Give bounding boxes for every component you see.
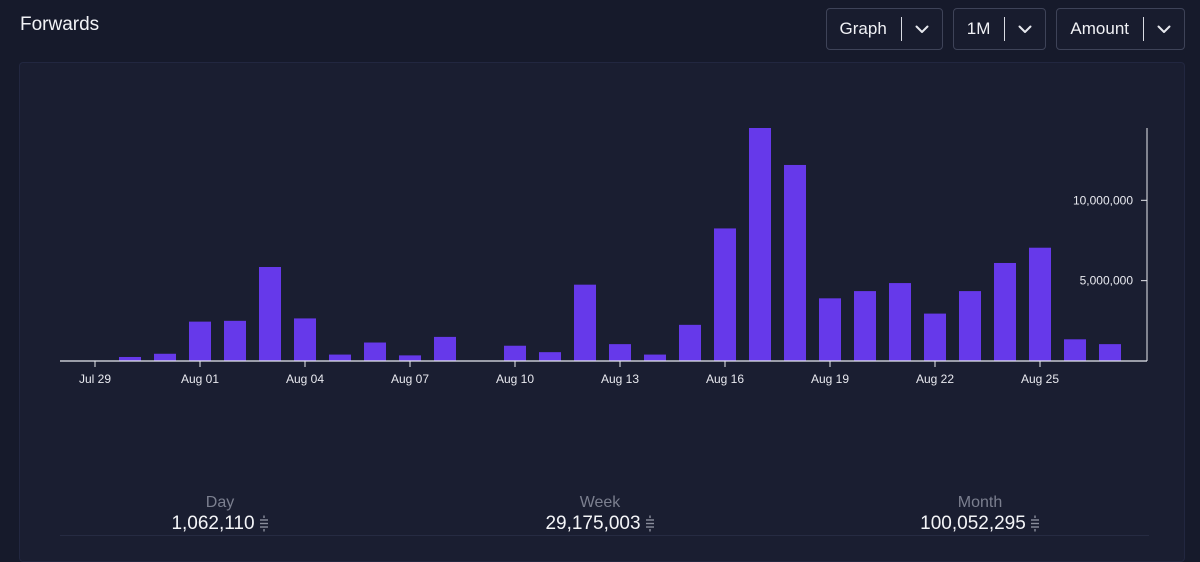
x-tick-label: Jul 29: [79, 372, 111, 386]
chart-bar: [644, 354, 666, 361]
period-select-label: 1M: [966, 19, 991, 38]
x-tick-label: Aug 01: [181, 372, 219, 386]
chart-bar: [539, 352, 561, 361]
stats-divider: [60, 535, 1149, 536]
satoshi-icon: [645, 515, 655, 537]
chart-bar: [609, 344, 631, 361]
chart-card: Jul 29 Aug 01 Aug 04 Aug 07 Aug 10 Aug 13 Aug …: [19, 62, 1185, 562]
x-tick-label: Aug 04: [286, 372, 324, 386]
chart-bar: [1029, 247, 1051, 361]
chart-bar: [574, 284, 596, 361]
x-tick-label: Aug 25: [1021, 372, 1059, 386]
period-select[interactable]: 1M: [952, 8, 1047, 50]
chart-bar: [504, 345, 526, 361]
stat-month: Month 100,052,295: [860, 494, 1100, 537]
chart-bar: [399, 355, 421, 361]
x-tick-label: Aug 07: [391, 372, 429, 386]
select-separator: [1004, 17, 1006, 41]
chart-bar: [224, 320, 246, 361]
chart-bar: [714, 228, 736, 361]
chart-bar: [854, 291, 876, 361]
y-tick-label: 10,000,000: [1073, 193, 1133, 207]
x-tick-label: Aug 10: [496, 372, 534, 386]
chart-bar: [994, 262, 1016, 361]
chart-bar: [1064, 339, 1086, 361]
chart-bar: [784, 164, 806, 361]
forwards-bar-chart: Jul 29 Aug 01 Aug 04 Aug 07 Aug 10 Aug 13 Aug …: [60, 128, 1148, 386]
x-tick-label: Aug 16: [706, 372, 744, 386]
chart-bar: [364, 342, 386, 361]
stat-week-label: Week: [579, 494, 621, 511]
metric-select-label: Amount: [1070, 19, 1129, 38]
chart-bar: [154, 353, 176, 361]
stat-day: Day 1,062,110: [100, 494, 340, 537]
chevron-down-icon[interactable]: [1144, 9, 1184, 49]
select-separator: [900, 17, 902, 41]
chevron-down-icon[interactable]: [902, 9, 942, 49]
satoshi-icon: [1030, 515, 1040, 537]
page-title: Forwards: [20, 14, 100, 35]
stat-day-value: 1,062,110: [171, 513, 255, 534]
chart-bar: [329, 354, 351, 361]
view-select[interactable]: Graph: [825, 8, 943, 50]
chart-bar: [189, 321, 211, 361]
chart-bar: [749, 128, 771, 361]
chart-bar: [1099, 344, 1121, 361]
chart-bar: [119, 356, 141, 361]
view-select-label: Graph: [839, 19, 887, 38]
stat-week-value: 29,175,003: [545, 513, 641, 534]
x-tick-label: Aug 19: [811, 372, 849, 386]
chart-bar: [889, 283, 911, 361]
stat-day-label: Day: [205, 494, 235, 511]
metric-select[interactable]: Amount: [1056, 8, 1185, 50]
x-tick-label: Aug 13: [601, 372, 639, 386]
stat-month-label: Month: [957, 494, 1003, 511]
stat-week: Week 29,175,003: [480, 494, 720, 537]
select-separator: [1143, 17, 1144, 41]
chart-controls: Graph 1M Amount: [825, 8, 1185, 50]
chart-bar: [679, 324, 701, 361]
chart-bar: [259, 266, 281, 361]
x-tick-label: Aug 22: [916, 372, 954, 386]
chart-bar: [434, 336, 456, 361]
chart-bar: [294, 318, 316, 361]
y-tick-label: 5,000,000: [1080, 274, 1134, 288]
chevron-down-icon[interactable]: [1005, 9, 1045, 49]
chart-bar: [924, 313, 946, 361]
chart-bar: [819, 298, 841, 361]
chart-bar: [959, 291, 981, 361]
stat-month-value: 100,052,295: [920, 513, 1026, 534]
satoshi-icon: [259, 515, 269, 537]
